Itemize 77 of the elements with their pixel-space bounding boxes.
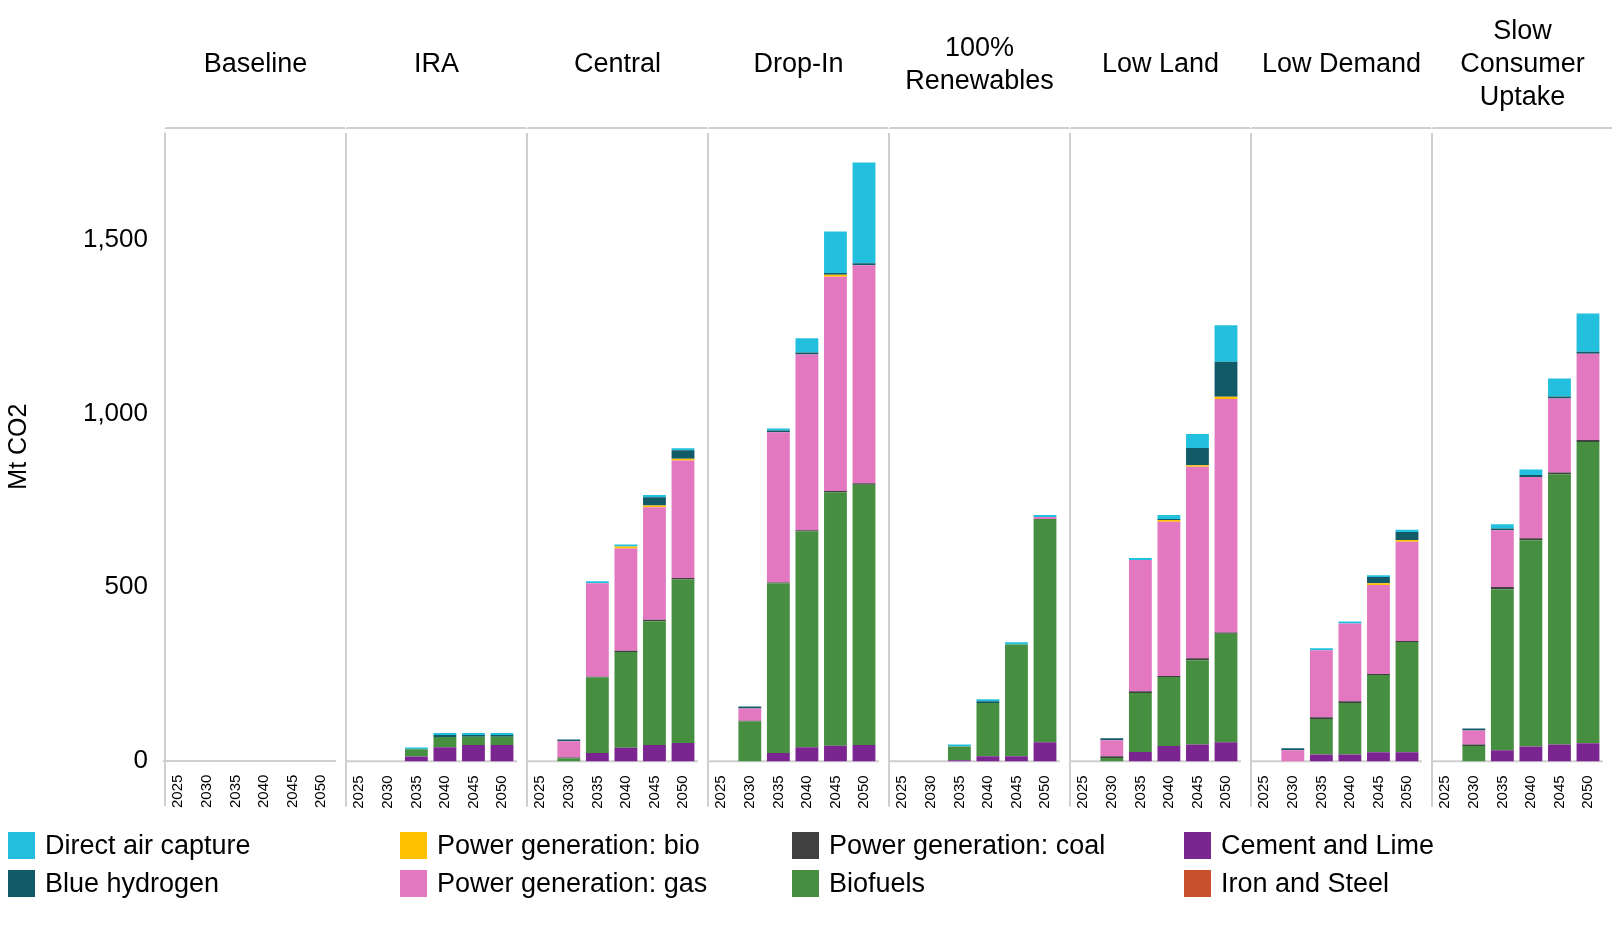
x-tick-label: 2040 <box>1340 775 1358 809</box>
header-cell: IRA <box>345 0 526 129</box>
legend-label: Biofuels <box>829 867 926 899</box>
x-tick-label: 2040 <box>978 775 996 809</box>
x-tick-label: 2045 <box>1187 775 1205 809</box>
header-cell: 100% Renewables <box>888 0 1069 129</box>
x-tick-label: 2030 <box>196 775 214 809</box>
x-tick-label: 2025 <box>530 775 548 809</box>
x-tick-label: 2025 <box>349 775 367 809</box>
y-tick-label: 1,000 <box>82 397 148 428</box>
x-tick-label: 2035 <box>768 775 786 809</box>
x-tick-label: 2050 <box>311 775 329 809</box>
x-tick-label: 2040 <box>435 775 453 809</box>
chart-title: IRA <box>413 47 459 80</box>
chart-title: Central <box>573 47 662 80</box>
legend-label: Direct air capture <box>45 829 251 861</box>
x-tick-label: 2050 <box>1578 775 1596 809</box>
x-tick-label: 2050 <box>673 775 691 809</box>
x-tick-label: 2035 <box>1492 775 1510 809</box>
chart-title: Low Land <box>1101 47 1220 80</box>
chart-title: Low Demand <box>1261 47 1422 80</box>
x-tick-label: 2035 <box>587 775 605 809</box>
legend-label: Iron and Steel <box>1221 867 1390 899</box>
header-cell: Baseline <box>164 0 345 129</box>
x-tick-label: 2045 <box>825 775 843 809</box>
x-tick-label: 2030 <box>920 775 938 809</box>
x-tick-label: 2035 <box>949 775 967 809</box>
x-tick-label: 2045 <box>1549 775 1567 809</box>
x-tick-label: 2030 <box>1282 775 1300 809</box>
x-tick-label: 2045 <box>1006 775 1024 809</box>
legend-label: Power generation: coal <box>829 829 1106 861</box>
chart-title: Baseline <box>203 47 308 80</box>
x-tick-label: 2025 <box>1254 775 1272 809</box>
x-tick-label: 2035 <box>1130 775 1148 809</box>
x-tick-label: 2030 <box>1463 775 1481 809</box>
y-tick-label: 0 <box>133 744 148 775</box>
x-tick-label: 2040 <box>254 775 272 809</box>
x-tick-label: 2050 <box>1397 775 1415 809</box>
x-tick-label: 2040 <box>616 775 634 809</box>
x-tick-label: 2040 <box>797 775 815 809</box>
x-tick-label: 2035 <box>406 775 424 809</box>
header-cell: Low Demand <box>1250 0 1431 129</box>
header-cell: Drop-In <box>707 0 888 129</box>
x-tick-label: 2045 <box>644 775 662 809</box>
chart-title: Slow Consumer Uptake <box>1459 14 1586 113</box>
x-tick-label: 2050 <box>1216 775 1234 809</box>
x-tick-label: 2050 <box>854 775 872 809</box>
x-tick-label: 2045 <box>463 775 481 809</box>
legend-label: Power generation: gas <box>437 867 708 899</box>
x-tick-label: 2030 <box>1101 775 1119 809</box>
x-tick-label: 2045 <box>282 775 300 809</box>
header-cell: Slow Consumer Uptake <box>1431 0 1612 129</box>
x-tick-label: 2035 <box>225 775 243 809</box>
x-tick-label: 2035 <box>1311 775 1329 809</box>
x-tick-label: 2025 <box>1073 775 1091 809</box>
x-tick-label: 2040 <box>1159 775 1177 809</box>
x-tick-label: 2045 <box>1368 775 1386 809</box>
x-tick-label: 2030 <box>558 775 576 809</box>
legend-label: Cement and Lime <box>1221 829 1435 861</box>
y-tick-label: 500 <box>104 570 148 601</box>
x-tick-label: 2025 <box>892 775 910 809</box>
header-cell: Low Land <box>1069 0 1250 129</box>
x-tick-label: 2025 <box>1435 775 1453 809</box>
x-tick-label: 2040 <box>1521 775 1539 809</box>
x-tick-label: 2030 <box>739 775 757 809</box>
x-tick-label: 2050 <box>1035 775 1053 809</box>
legend-label: Blue hydrogen <box>45 867 220 899</box>
x-tick-label: 2030 <box>377 775 395 809</box>
x-tick-label: 2025 <box>711 775 729 809</box>
y-tick-label: 1,500 <box>82 223 148 254</box>
x-tick-label: 2050 <box>492 775 510 809</box>
legend-label: Power generation: bio <box>437 829 700 861</box>
chart-title: Drop-In <box>753 47 844 80</box>
chart-title: 100% Renewables <box>904 30 1055 97</box>
y-axis-title: Mt CO2 <box>2 403 31 491</box>
x-tick-label: 2025 <box>168 775 186 809</box>
header-cell: Central <box>526 0 707 129</box>
